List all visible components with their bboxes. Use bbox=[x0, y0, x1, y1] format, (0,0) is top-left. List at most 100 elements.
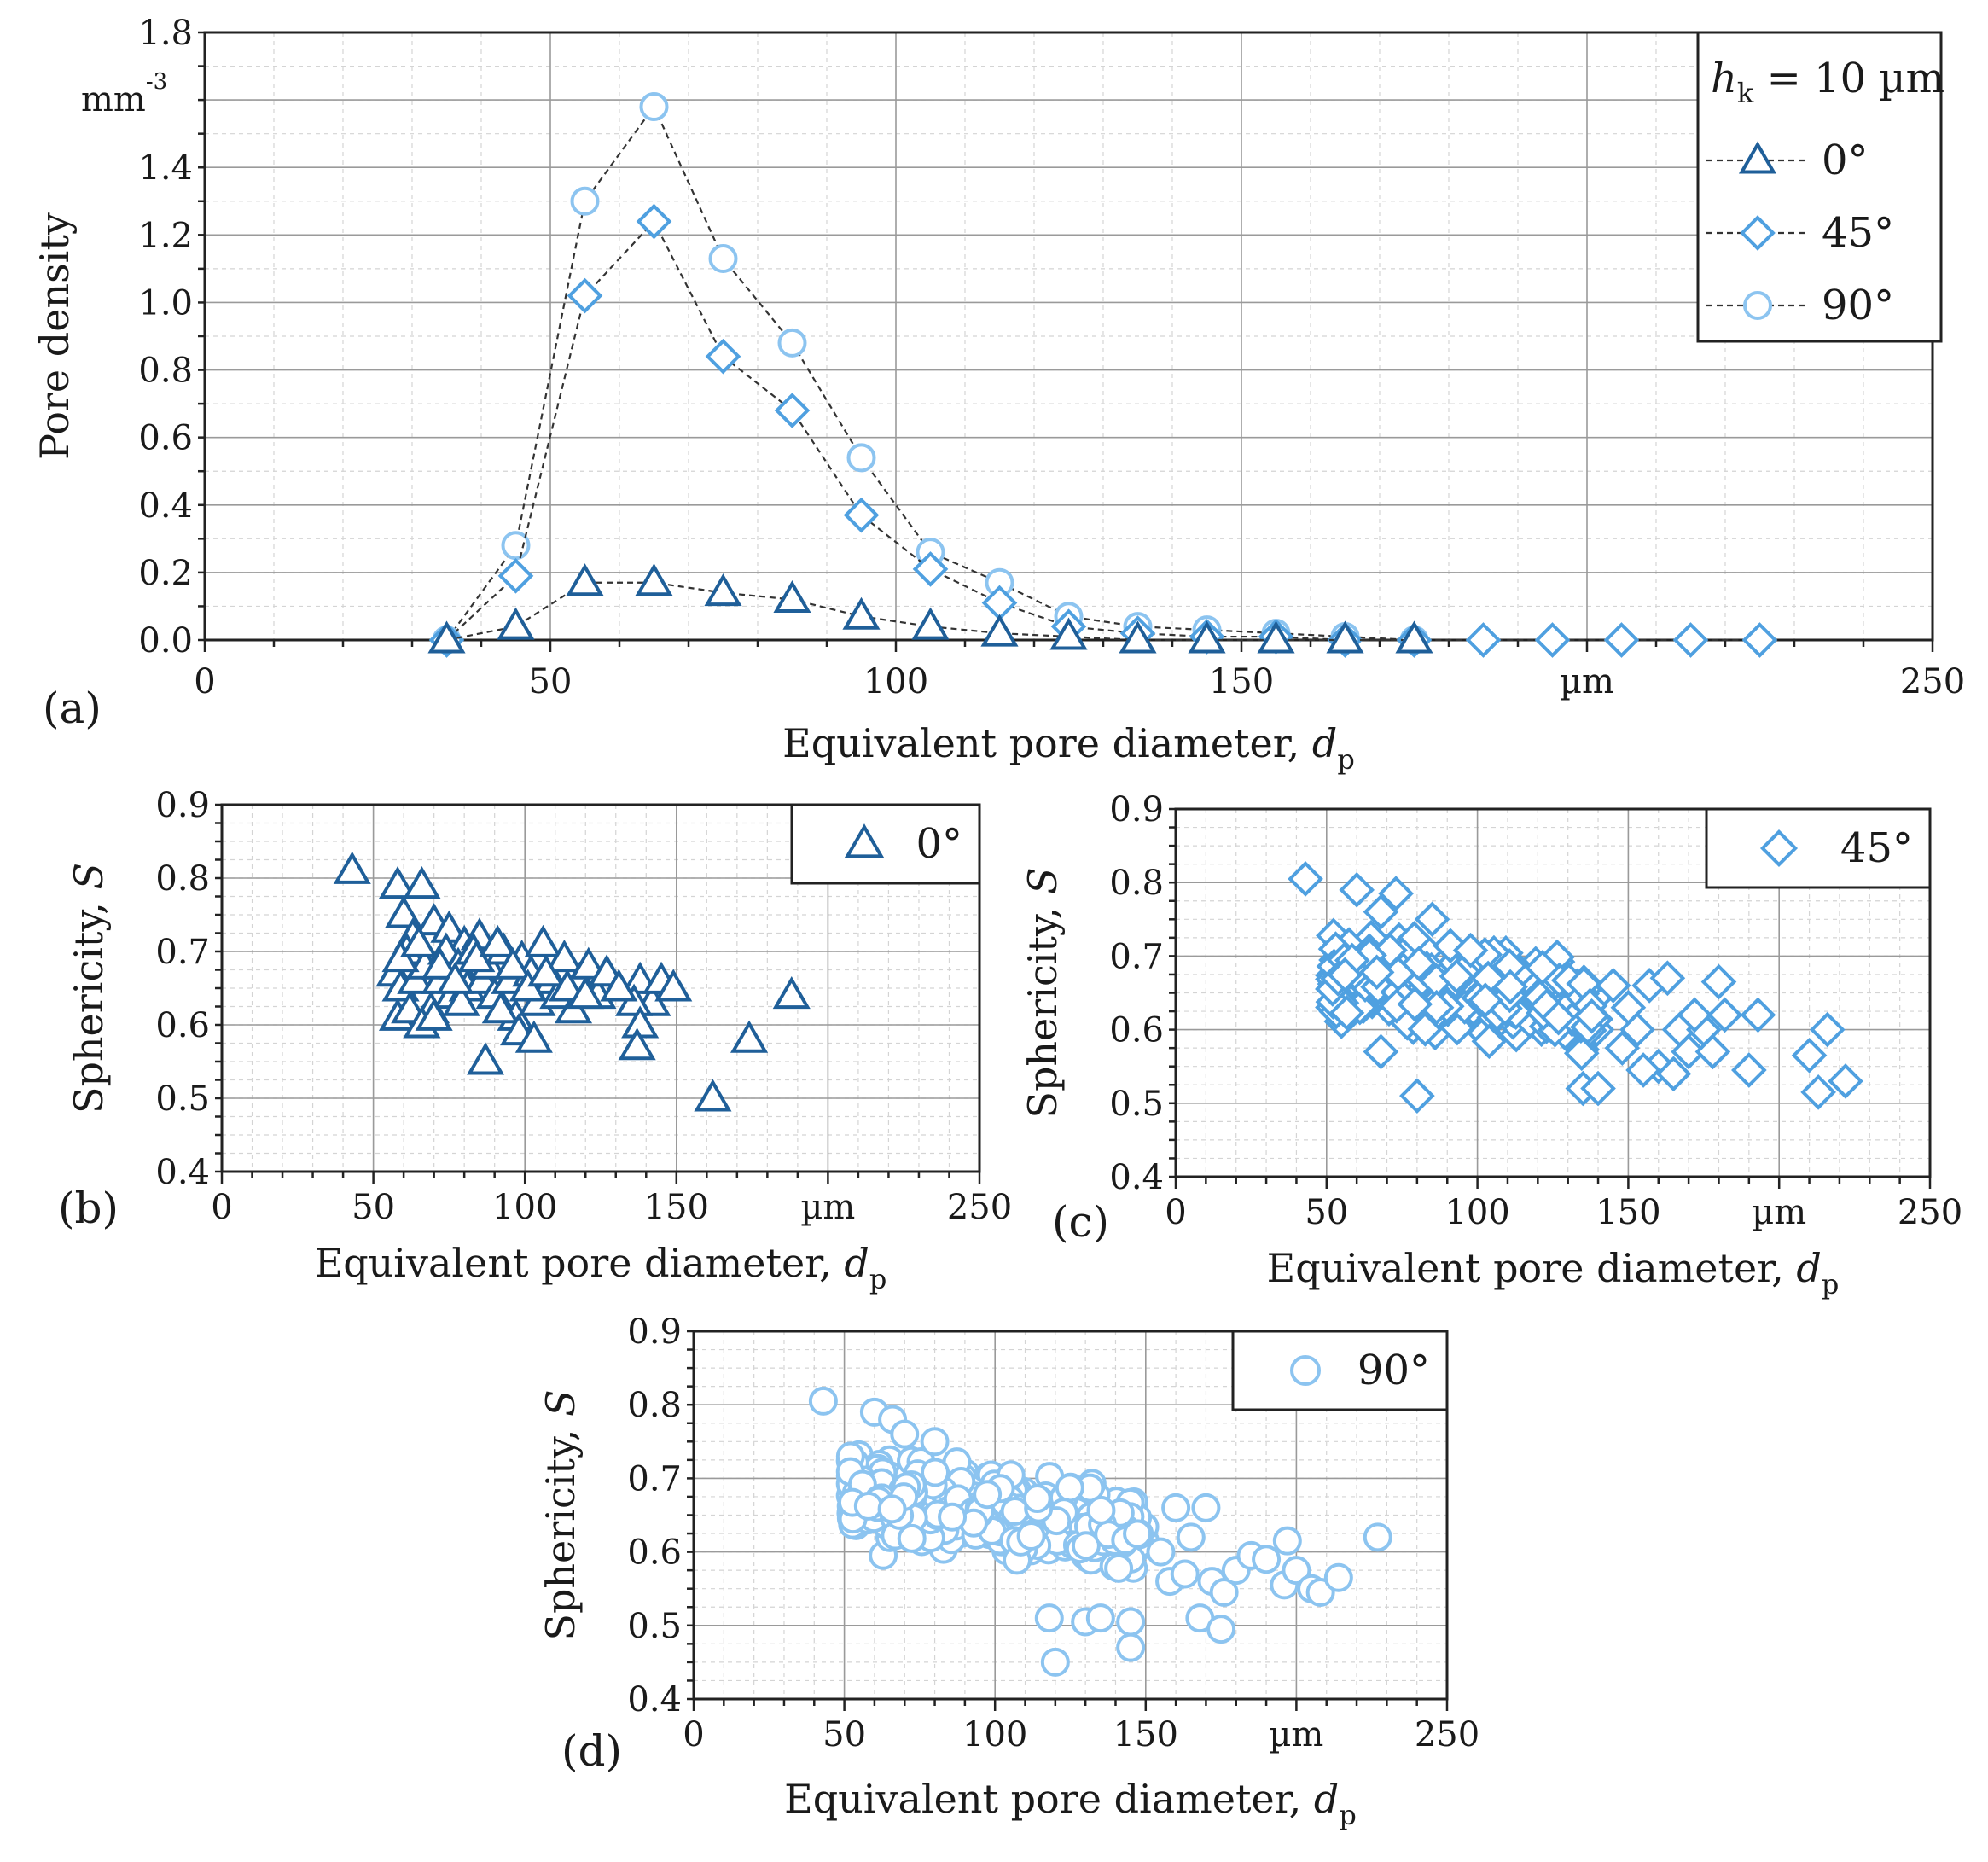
data-point bbox=[1116, 1632, 1146, 1662]
data-point bbox=[1800, 1074, 1836, 1110]
data-point bbox=[774, 393, 811, 428]
y-tick-label: 1.4 bbox=[138, 148, 193, 188]
data-point bbox=[635, 563, 673, 596]
x-axis-label-var: d bbox=[844, 1240, 869, 1286]
data-point bbox=[497, 607, 535, 640]
y-axis-label-var: S bbox=[1020, 867, 1066, 894]
data-point bbox=[846, 443, 876, 473]
x-tick-label: 50 bbox=[823, 1715, 866, 1754]
data-point bbox=[1119, 620, 1157, 654]
data-point bbox=[600, 969, 638, 1002]
legend-label: 0° bbox=[1822, 137, 1869, 184]
x-tick-label: 100 bbox=[962, 1715, 1027, 1754]
legend-label: 90° bbox=[1357, 1347, 1430, 1394]
y-tick-label: 0.9 bbox=[155, 786, 210, 825]
legend-label: 45° bbox=[1840, 824, 1913, 872]
x-tick-label: 150 bbox=[1209, 662, 1274, 701]
data-point bbox=[1741, 622, 1778, 658]
legend-label: 45° bbox=[1822, 209, 1894, 257]
data-point bbox=[1085, 1603, 1115, 1633]
x-unit-label: µm bbox=[1560, 662, 1614, 701]
data-point bbox=[1363, 893, 1399, 930]
data-point bbox=[1471, 1023, 1508, 1060]
legend-marker bbox=[1738, 141, 1777, 174]
data-point bbox=[639, 92, 669, 122]
y-axis-label: Sphericity, S bbox=[538, 1389, 584, 1640]
x-tick-label: 50 bbox=[529, 662, 573, 701]
legend: 45° bbox=[1705, 807, 1932, 889]
data-point bbox=[920, 1427, 950, 1457]
data-points bbox=[333, 851, 811, 1112]
data-point bbox=[704, 573, 742, 607]
panel-d: 0 50 100 150 250 µm 0.4 0.5 0.6 0.7 0.8 0.9 Equivale… bbox=[538, 1312, 1479, 1831]
data-point bbox=[1272, 1526, 1302, 1556]
data-point bbox=[708, 244, 738, 274]
data-point bbox=[1700, 963, 1737, 1000]
data-point bbox=[1524, 950, 1561, 986]
y-tick-label: 0.9 bbox=[1109, 790, 1164, 829]
data-point bbox=[1326, 620, 1364, 654]
legend: hk = 10 µm 0° 45° 90° bbox=[1696, 31, 1944, 343]
panel-label: (b) bbox=[58, 1184, 119, 1233]
y-tick-label: 0.8 bbox=[138, 352, 193, 391]
data-point bbox=[1401, 946, 1437, 981]
x-axis-label: Equivalent pore diameter, dp bbox=[784, 1776, 1357, 1831]
x-axis-label-text: Equivalent pore diameter, bbox=[315, 1240, 845, 1286]
y-tick-label: 0.5 bbox=[155, 1079, 210, 1119]
data-point bbox=[1328, 995, 1365, 1031]
y-unit-label: mm-3 bbox=[81, 69, 167, 119]
y-tick-label: 0.6 bbox=[1109, 1011, 1164, 1050]
x-axis-label-text: Equivalent pore diameter, bbox=[782, 720, 1312, 766]
y-tick-label: 0.4 bbox=[155, 1153, 210, 1192]
data-point bbox=[1649, 960, 1686, 997]
data-point bbox=[1049, 617, 1088, 650]
y-tick-label: 0.5 bbox=[1109, 1085, 1164, 1124]
data-point bbox=[1414, 901, 1450, 938]
legend-marker bbox=[1740, 215, 1776, 251]
data-point bbox=[1540, 999, 1577, 1036]
y-tick-label: 0.8 bbox=[155, 859, 210, 899]
data-point bbox=[479, 924, 517, 957]
y-tick-label: 0.7 bbox=[155, 933, 210, 972]
data-point bbox=[694, 1079, 732, 1112]
x-tick-label: 150 bbox=[1596, 1193, 1660, 1232]
data-point bbox=[1671, 1033, 1706, 1070]
data-point bbox=[1395, 620, 1433, 654]
y-tick-label: 0.8 bbox=[1109, 864, 1164, 903]
data-point bbox=[1604, 1030, 1641, 1066]
x-tick-label: 100 bbox=[863, 662, 928, 701]
x-tick-label: 250 bbox=[1898, 1193, 1962, 1232]
data-point bbox=[514, 1020, 553, 1053]
x-unit-label: µm bbox=[1752, 1193, 1806, 1232]
data-point bbox=[403, 866, 441, 899]
data-point bbox=[1323, 1562, 1353, 1592]
series-line bbox=[445, 219, 1760, 642]
x-tick-label: 0 bbox=[194, 662, 215, 701]
data-point bbox=[1625, 1052, 1661, 1088]
data-point bbox=[1034, 1603, 1064, 1633]
data-point bbox=[842, 596, 881, 630]
data-point bbox=[636, 203, 672, 240]
x-axis-label-var: d bbox=[1796, 1245, 1821, 1291]
x-axis-label-sub: p bbox=[1337, 743, 1354, 776]
data-point bbox=[938, 1502, 968, 1532]
legend-box bbox=[1231, 1330, 1449, 1411]
y-axis-label-text: Sphericity, bbox=[538, 1417, 584, 1641]
legend-title-sub: k bbox=[1737, 77, 1754, 109]
data-point bbox=[1828, 1063, 1863, 1099]
data-point bbox=[705, 338, 741, 375]
legend-label: 0° bbox=[916, 820, 962, 868]
data-point bbox=[1378, 876, 1414, 911]
data-point bbox=[1791, 1037, 1828, 1074]
data-point bbox=[1116, 1607, 1146, 1637]
data-point bbox=[1619, 1011, 1655, 1048]
data-point bbox=[730, 1020, 769, 1053]
x-axis-label-text: Equivalent pore diameter, bbox=[1267, 1245, 1797, 1291]
y-tick-label: 0.5 bbox=[627, 1607, 682, 1646]
data-point bbox=[1123, 1519, 1153, 1549]
data-point bbox=[1209, 1578, 1239, 1608]
x-tick-label: 250 bbox=[1900, 662, 1965, 701]
data-point bbox=[1358, 954, 1395, 991]
data-point bbox=[1731, 1052, 1767, 1088]
data-point bbox=[772, 976, 811, 1010]
